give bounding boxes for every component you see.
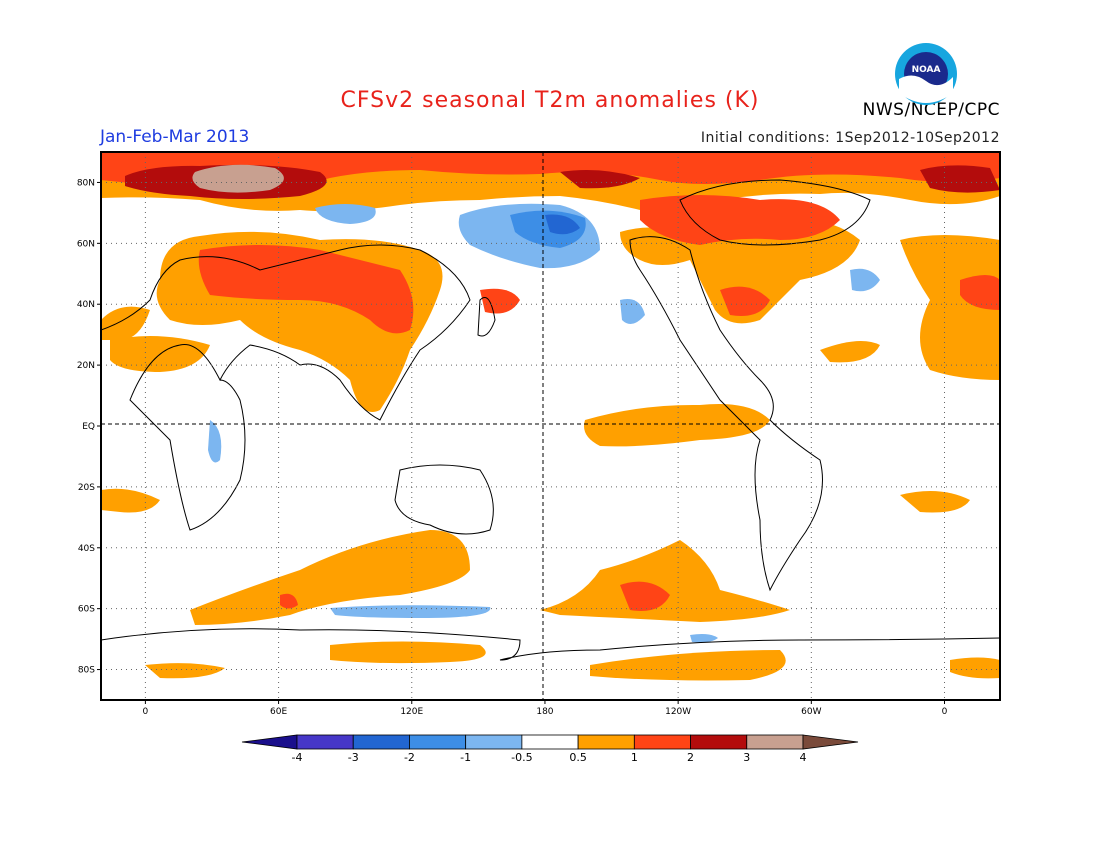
northeast-pacific-cold [620, 299, 645, 324]
colorbar-box [633, 734, 691, 750]
lat-label: 20S [78, 483, 95, 493]
south-indian-strong-warm [280, 593, 298, 609]
colorbar-label: -1 [460, 751, 471, 764]
subtropical-atlantic-warm [820, 341, 880, 363]
canada-strong-warm [640, 195, 840, 245]
iberia-strong-warm [960, 275, 1000, 310]
colorbar-boxes [241, 734, 859, 750]
east-atlantic-warm [900, 235, 1000, 380]
antarctic-pacific-warm [590, 650, 786, 681]
colorbar-box [690, 734, 748, 750]
north-america-warm-region [620, 219, 860, 324]
tropical-pacific-warm [584, 404, 770, 447]
lat-label: 60S [78, 605, 95, 615]
south-atlantic-west-warm [101, 488, 160, 513]
lat-label: 20N [77, 361, 95, 371]
colorbar-box [465, 734, 523, 750]
colorbar: -4 -3 -2 -1 -0.5 0.5 1 2 3 4 [241, 734, 859, 764]
noaa-logo: NOAA [895, 43, 957, 105]
lon-label: 180 [536, 707, 553, 717]
antarctic-coast-warm [330, 641, 486, 664]
japan-warm-region [480, 288, 520, 314]
east-africa-cold [208, 420, 222, 463]
colorbar-label: -2 [404, 751, 415, 764]
colorbar-label: 4 [800, 751, 807, 764]
south-atlantic-east-warm [900, 491, 970, 513]
lat-labels: 80N 60N 40N 20N EQ 20S 40S 60S 80S [77, 178, 101, 676]
colorbar-box [409, 734, 467, 750]
north-atlantic-cold-region [850, 268, 880, 292]
antarctic-cold-patch [690, 634, 718, 643]
south-pacific-warm [540, 540, 790, 622]
lat-label: 60N [77, 239, 95, 249]
logo-text: NOAA [912, 65, 941, 75]
lat-label: 80N [77, 178, 95, 188]
lon-label: 60E [270, 707, 287, 717]
arctic-strong-warm [101, 152, 1000, 191]
south-indian-ocean-warm [190, 530, 470, 625]
colorbar-label: 2 [687, 751, 694, 764]
lon-label: 0 [942, 707, 948, 717]
colorbar-box [296, 734, 354, 750]
colorbar-label: -3 [348, 751, 359, 764]
colorbar-box [352, 734, 410, 750]
arctic-central-very-warm [560, 170, 640, 189]
south-pacific-strong-warm [620, 581, 670, 611]
coastlines [101, 179, 1000, 661]
anomaly-shading [101, 152, 1000, 681]
antarctic-atlantic-warm [145, 663, 225, 679]
colorbar-label: -0.5 [511, 751, 532, 764]
great-lakes-strong-warm [720, 286, 770, 316]
colorbar-label: 1 [631, 751, 638, 764]
colorbar-box [746, 734, 804, 750]
bering-coldest-region [545, 214, 580, 235]
lon-label: 60W [801, 707, 821, 717]
lon-label: 120W [665, 707, 691, 717]
logo-gull [899, 75, 953, 103]
colorbar-high-arrow [802, 734, 859, 750]
colorbar-label: -4 [292, 751, 303, 764]
lat-label: 80S [78, 666, 95, 676]
lat-label: EQ [82, 422, 95, 432]
eurasia-strong-warm [198, 245, 414, 334]
lat-label: 40N [77, 300, 95, 310]
antarctic-east-warm [950, 657, 1000, 679]
map-title: CFSv2 seasonal T2m anomalies (K) [340, 88, 760, 113]
arctic-east-very-warm [920, 165, 1000, 193]
colorbar-box [521, 734, 579, 750]
lat-label: 40S [78, 544, 95, 554]
colorbar-label: 0.5 [569, 751, 587, 764]
colorbar-labels: -4 -3 -2 -1 -0.5 0.5 1 2 3 4 [292, 751, 807, 764]
siberia-cold-region [315, 204, 376, 224]
initial-conditions-label: Initial conditions: 1Sep2012-10Sep2012 [700, 130, 1000, 146]
colorbar-low-arrow [241, 734, 298, 750]
colorbar-label: 3 [743, 751, 750, 764]
lon-label: 120E [400, 707, 423, 717]
europe-warm-region [101, 306, 150, 340]
org-label: NWS/NCEP/CPC [862, 100, 1000, 120]
arctic-extreme-warm [192, 164, 284, 193]
lon-label: 0 [143, 707, 149, 717]
colorbar-box [577, 734, 635, 750]
lon-labels: 0 60E 120E 180 120W 60W 0 [143, 700, 948, 717]
season-label: Jan-Feb-Mar 2013 [100, 127, 250, 147]
southern-ocean-cold [330, 605, 491, 618]
